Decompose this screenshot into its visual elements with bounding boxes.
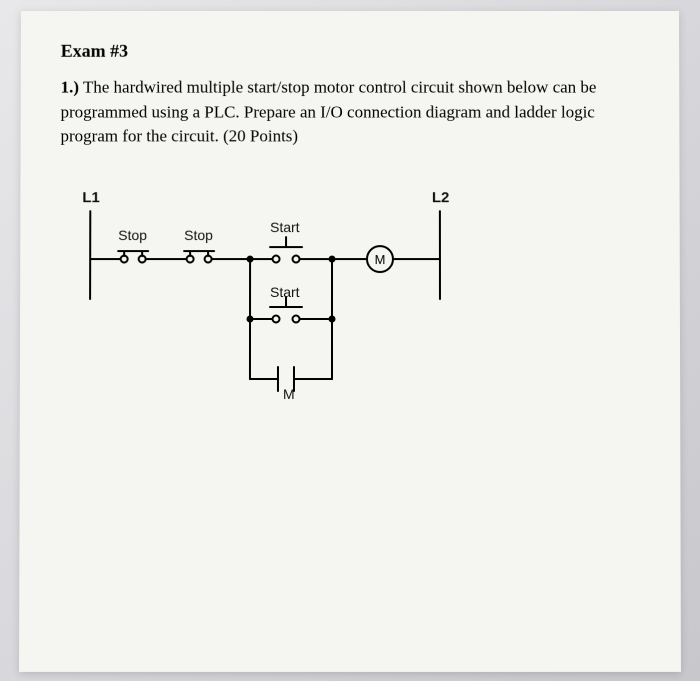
svg-text:M: M bbox=[375, 252, 386, 267]
circuit-svg: M bbox=[70, 189, 490, 449]
ladder-diagram: L1 L2 Stop Stop Start Start M bbox=[70, 189, 490, 469]
exam-title: Exam #3 bbox=[61, 41, 640, 62]
exam-page: Exam #3 1.) The hardwired multiple start… bbox=[19, 11, 681, 672]
question-text: The hardwired multiple start/stop motor … bbox=[60, 78, 596, 146]
question-1: 1.) The hardwired multiple start/stop mo… bbox=[60, 76, 639, 150]
question-number: 1.) bbox=[61, 78, 79, 97]
m-holding-contact bbox=[278, 367, 294, 391]
stop1-nc-pb bbox=[118, 251, 148, 262]
start2-no-pb bbox=[270, 297, 302, 322]
stop2-nc-pb bbox=[184, 251, 214, 262]
start1-no-pb bbox=[270, 237, 302, 262]
